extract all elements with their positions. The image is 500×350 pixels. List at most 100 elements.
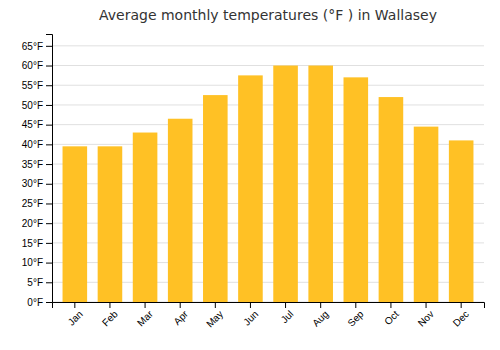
y-tick-label: 50°F [22,100,43,111]
x-tick-mark [74,302,75,308]
y-tick-mark [46,46,52,47]
x-tick-label: Oct [382,308,401,327]
grid-line [52,45,484,46]
y-tick: 50°F [22,100,52,111]
bar [308,66,333,302]
title: Average monthly temperatures (°F ) in Wa… [99,7,437,23]
y-tick: 40°F [22,139,52,150]
bar [344,77,369,302]
y-tick: 45°F [22,119,52,130]
x-tick-mark [320,302,321,308]
x-tick-mark [250,302,251,308]
x-tick-mark [426,302,427,308]
y-tick: 0°F [27,297,52,308]
y-tick: 25°F [22,198,52,209]
x-tick-mark [461,302,462,308]
grid-line [52,104,484,105]
y-tick-mark [46,223,52,224]
x-tick: Nov [416,302,436,329]
y-tick-mark [46,184,52,185]
y-tick-mark [46,85,52,86]
x-tick-mark [355,302,356,308]
x-tick-mark [390,302,391,308]
y-tick-mark [46,263,52,264]
x-tick-label: Apr [171,308,190,327]
y-tick-label: 20°F [22,218,43,229]
y-tick: 30°F [22,178,52,189]
plot: 0°F 5°F 10°F 15°F 20°F 25°F 30°F 35°F 40°F 45°F 50… [22,35,485,330]
y-tick-mark [46,243,52,244]
x-tick-label: Sep [345,308,366,329]
x-tick-label: Jul [279,308,296,325]
bar [238,75,263,302]
y-tick-label: 25°F [22,198,43,209]
y-tick-label: 55°F [22,80,43,91]
x-tick: Sep [345,302,366,329]
y-tick-mark [46,164,52,165]
y-tick-mark [46,203,52,204]
x-axis-line [53,303,485,309]
bar [203,95,228,302]
y-tick-mark [46,125,52,126]
x-tick: Aug [310,302,330,329]
x-tick: Jan [66,302,85,328]
y-tick: 15°F [22,238,52,249]
bars [63,66,474,302]
y-tick: 5°F [27,277,52,288]
x-tick: Dec [451,302,471,329]
grid [52,46,484,302]
x-tick-mark [180,302,181,308]
grid-line [52,124,484,125]
bar [414,127,439,302]
bar [449,140,474,302]
y-tick: 10°F [22,257,52,268]
x-tick-mark [145,302,146,308]
y-tick-label: 40°F [22,139,43,150]
y-tick: 35°F [22,159,52,170]
y-tick-mark [46,66,52,67]
y-axis-line [46,35,53,303]
x-tick-label: Jan [66,308,85,327]
x-tick-label: Aug [310,308,330,328]
y-tick-mark [46,302,52,303]
grid-line [52,65,484,66]
x-tick-label: May [204,308,225,329]
y-tick-label: 15°F [22,238,43,249]
y-tick-label: 65°F [22,41,43,52]
y-tick-label: 60°F [22,60,43,71]
x-tick-label: Mar [135,308,155,328]
y-tick: 20°F [22,218,52,229]
x-tick: Oct [382,302,401,327]
x-tick-label: Nov [416,308,436,328]
x-tick: Jun [241,302,260,328]
bar [379,97,404,302]
y-tick-mark [46,105,52,106]
bar [168,119,193,302]
x-tick-mark [215,302,216,308]
y-tick-label: 45°F [22,119,43,130]
x-tick: Mar [135,302,155,328]
x-tick-label: Feb [100,308,120,328]
x-tick: Apr [171,302,190,327]
y-tick-mark [46,282,52,283]
y-tick-label: 35°F [22,159,43,170]
y-tick-label: 0°F [27,297,43,308]
y-tick: 60°F [22,60,52,71]
y-axis: 0°F 5°F 10°F 15°F 20°F 25°F 30°F 35°F 40°F 45°F 50… [22,35,53,308]
grid-line [52,85,484,86]
x-axis: Jan Feb Mar Apr May Jun Jul Aug Sep Oct Nov Dec [53,302,485,330]
x-tick: Jul [279,302,296,325]
x-tick-label: Dec [451,308,471,328]
chart: 0°F 5°F 10°F 15°F 20°F 25°F 30°F 35°F 40°F 45°F 50… [0,0,500,350]
y-tick-label: 5°F [27,277,43,288]
x-tick: Feb [100,302,120,328]
y-tick: 55°F [22,80,52,91]
x-tick-label: Jun [241,308,260,327]
y-tick-label: 10°F [22,257,43,268]
bar [273,66,298,302]
bar [98,146,123,302]
bar [133,133,158,302]
x-tick: May [204,302,225,330]
y-tick: 65°F [22,41,52,52]
y-tick-mark [46,144,52,145]
